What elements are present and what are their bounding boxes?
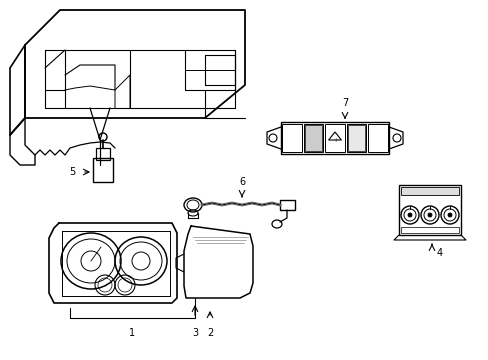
Bar (325, 124, 344, 152)
Bar (281, 122, 388, 154)
Bar (400, 227, 458, 233)
Bar (282, 124, 301, 152)
Bar (96, 148, 110, 160)
Text: 4: 4 (436, 248, 442, 258)
Bar (347, 125, 365, 151)
Ellipse shape (447, 213, 451, 217)
Text: 5: 5 (69, 167, 75, 177)
Bar (367, 124, 387, 152)
Text: 6: 6 (239, 177, 244, 187)
Bar (398, 185, 460, 235)
Bar (346, 124, 366, 152)
Bar (304, 125, 322, 151)
Text: 7: 7 (341, 98, 347, 108)
Bar (400, 187, 458, 195)
Ellipse shape (407, 213, 411, 217)
Bar (303, 124, 323, 152)
Ellipse shape (427, 213, 431, 217)
Text: 3: 3 (192, 328, 198, 338)
Text: 2: 2 (206, 328, 213, 338)
Bar (280, 200, 294, 210)
Text: 1: 1 (129, 328, 135, 338)
Text: !: ! (333, 138, 335, 143)
Bar (93, 158, 113, 182)
